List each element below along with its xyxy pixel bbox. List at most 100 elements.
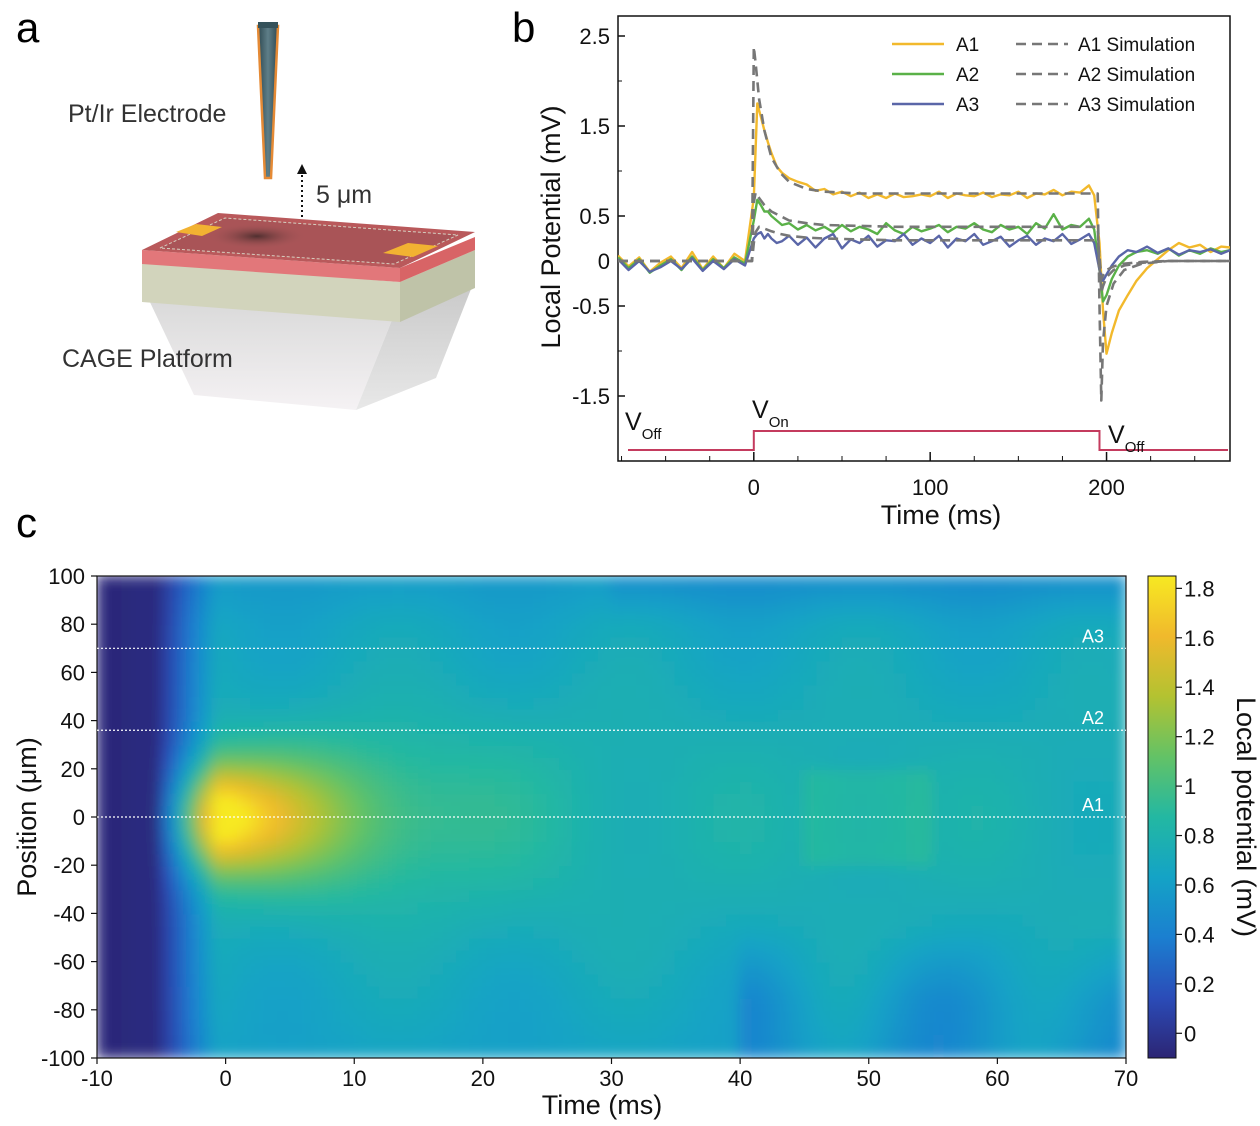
heatmap-cell: [469, 576, 484, 590]
heatmap-cell: [404, 1020, 420, 1035]
heatmap-cell: [353, 1020, 369, 1035]
heatmap-cell: [610, 828, 626, 843]
heatmap-cell: [752, 695, 767, 710]
heatmap-cell: [1073, 635, 1089, 650]
heatmap-cell: [867, 924, 883, 939]
y-tick-label: -40: [53, 901, 85, 926]
heatmap-cell: [147, 779, 163, 794]
heatmap-cell: [198, 599, 214, 614]
heatmap-cell: [276, 635, 291, 650]
heatmap-cell: [1086, 779, 1102, 794]
heatmap-cell: [867, 731, 883, 746]
heatmap-cell: [1009, 623, 1025, 638]
heatmap-cell: [1099, 647, 1115, 662]
heatmap-cell: [237, 719, 253, 734]
heatmap-cell: [623, 671, 639, 686]
heatmap-cell: [739, 1045, 754, 1058]
heatmap-cell: [391, 924, 407, 939]
heatmap-cell: [739, 635, 754, 650]
heatmap-cell: [533, 876, 549, 891]
heatmap-cell: [1060, 972, 1076, 987]
heatmap-cell: [173, 623, 189, 638]
heatmap-cell: [571, 683, 587, 698]
heatmap-cell: [469, 996, 484, 1011]
heatmap-cell: [854, 1008, 870, 1023]
heatmap-cell: [700, 731, 716, 746]
heatmap-cell: [366, 984, 381, 999]
heatmap-cell: [687, 996, 703, 1011]
heatmap-cell: [186, 936, 201, 951]
heatmap-cell: [726, 755, 742, 770]
heatmap-cell: [1047, 876, 1063, 891]
heatmap-cell: [842, 1008, 857, 1023]
heatmap-cell: [880, 779, 896, 794]
heatmap-cell: [301, 960, 317, 975]
heatmap-cell: [108, 984, 124, 999]
heatmap-cell: [263, 731, 279, 746]
heatmap-cell: [854, 888, 870, 903]
heatmap-cell: [700, 948, 716, 963]
heatmap-cell: [147, 972, 163, 987]
heatmap-cell: [301, 996, 317, 1011]
heatmap-cell: [276, 996, 291, 1011]
heatmap-cell: [957, 1008, 973, 1023]
heatmap-cell: [636, 587, 652, 602]
heatmap-cell: [1022, 719, 1037, 734]
heatmap-cell: [777, 707, 793, 722]
heatmap-cell: [983, 671, 999, 686]
heatmap-cell: [211, 683, 227, 698]
heatmap-cell: [353, 900, 369, 915]
heatmap-cell: [173, 671, 189, 686]
heatmap-cell: [1073, 755, 1089, 770]
heatmap-cell: [674, 888, 690, 903]
heatmap-cell: [829, 984, 845, 999]
heatmap-cell: [160, 828, 176, 843]
heatmap-cell: [790, 695, 806, 710]
heatmap-cell: [327, 912, 343, 927]
heatmap-cell: [430, 1008, 446, 1023]
heatmap-cell: [507, 1008, 523, 1023]
heatmap-cell: [649, 852, 664, 867]
heatmap-cell: [713, 743, 729, 758]
heatmap-cell: [1112, 599, 1126, 614]
heatmap-cell: [983, 828, 999, 843]
heatmap-cell: [1086, 888, 1102, 903]
heatmap-cell: [713, 1045, 729, 1058]
heatmap-cell: [777, 924, 793, 939]
heatmap-cell: [546, 1008, 562, 1023]
heatmap-cell: [404, 623, 420, 638]
heatmap-cell: [687, 623, 703, 638]
heatmap-cell: [996, 900, 1012, 915]
heatmap-cell: [366, 960, 381, 975]
heatmap-cell: [520, 1008, 536, 1023]
heatmap-cell: [250, 743, 266, 758]
heatmap-cell: [636, 791, 652, 806]
heatmap-cell: [1086, 948, 1102, 963]
heatmap-cell: [1112, 852, 1126, 867]
heatmap-cell: [584, 1032, 600, 1047]
heatmap-cell: [160, 816, 176, 831]
heatmap-cell: [1022, 996, 1037, 1011]
heatmap-cell: [854, 683, 870, 698]
heatmap-cell: [160, 876, 176, 891]
heatmap-cell: [160, 852, 176, 867]
heatmap-cell: [893, 1032, 909, 1047]
heatmap-cell: [314, 1045, 330, 1058]
heatmap-cell: [507, 864, 523, 879]
heatmap-cell: [198, 984, 214, 999]
heatmap-cell: [919, 576, 935, 590]
heatmap-cell: [842, 587, 857, 602]
heatmap-cell: [764, 743, 780, 758]
heatmap-cell: [263, 719, 279, 734]
heatmap-cell: [417, 852, 433, 867]
heatmap-cell: [919, 1032, 935, 1047]
heatmap-cell: [559, 948, 574, 963]
heatmap-cell: [314, 611, 330, 626]
heatmap-cell: [327, 1045, 343, 1058]
heatmap-cell: [121, 900, 137, 915]
heatmap-cell: [1060, 576, 1076, 590]
heatmap-cell: [160, 587, 176, 602]
heatmap-cell: [687, 587, 703, 602]
heatmap-cell: [301, 972, 317, 987]
heatmap-cell: [97, 924, 111, 939]
